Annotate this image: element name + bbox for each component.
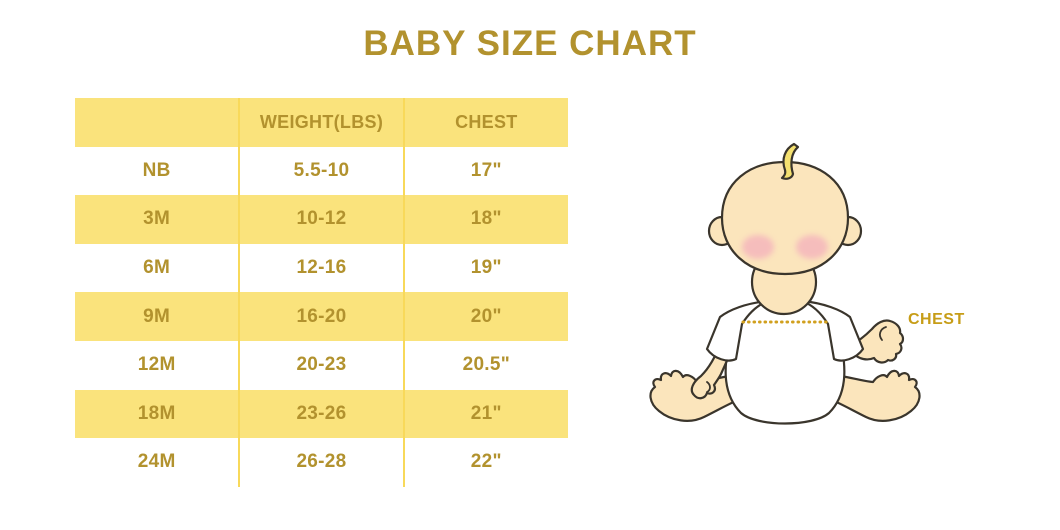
table-row: 24M 26-28 22" [75, 438, 568, 487]
size-cell: 6M [75, 243, 240, 293]
chest-cell: 20.5" [402, 340, 568, 390]
chest-cell: 22" [402, 438, 568, 487]
weight-cell: 12-16 [238, 243, 404, 293]
size-table: WEIGHT(LBS) CHEST NB 5.5-10 17" 3M 10-12… [75, 98, 568, 487]
baby-sleeve-right [800, 299, 865, 362]
baby-leg-right [823, 369, 921, 422]
weight-cell: 16-20 [238, 292, 404, 341]
size-cell: 18M [75, 389, 240, 439]
col-header-weight: WEIGHT(LBS) [238, 98, 404, 147]
table-row: NB 5.5-10 17" [75, 146, 568, 196]
chest-cell: 19" [402, 243, 568, 293]
table-row: 3M 10-12 18" [75, 195, 568, 244]
size-cell: NB [75, 146, 240, 196]
size-cell: 24M [75, 438, 240, 487]
size-cell: 12M [75, 340, 240, 390]
table-row: 9M 16-20 20" [75, 292, 568, 341]
table-row: 6M 12-16 19" [75, 243, 568, 293]
page-title: BABY SIZE CHART [363, 24, 697, 63]
weight-cell: 20-23 [238, 340, 404, 390]
baby-hand-right-thumb [879, 326, 887, 341]
chest-cell: 20" [402, 292, 568, 341]
chest-label: CHEST [908, 311, 965, 328]
weight-cell: 26-28 [238, 438, 404, 487]
chest-cell: 21" [402, 389, 568, 439]
chest-cell: 18" [402, 195, 568, 244]
weight-cell: 10-12 [238, 195, 404, 244]
size-cell: 3M [75, 195, 240, 244]
size-cell: 9M [75, 292, 240, 341]
baby-illustration [649, 142, 921, 425]
chest-cell: 17" [402, 146, 568, 196]
table-row: 12M 20-23 20.5" [75, 340, 568, 390]
baby-hair-tuft [780, 142, 800, 180]
weight-cell: 5.5-10 [238, 146, 404, 196]
baby-hand-left-finger [706, 381, 711, 393]
col-header-size [75, 98, 240, 147]
baby-figure [630, 120, 980, 460]
weight-cell: 23-26 [238, 389, 404, 439]
col-header-chest: CHEST [402, 98, 568, 147]
baby-arm-right [849, 319, 905, 364]
table-header-row: WEIGHT(LBS) CHEST [75, 98, 568, 147]
baby-sleeve-left [705, 299, 770, 362]
table-row: 18M 23-26 21" [75, 389, 568, 439]
baby-cheek-left [742, 235, 774, 259]
baby-cheek-right [796, 235, 828, 259]
